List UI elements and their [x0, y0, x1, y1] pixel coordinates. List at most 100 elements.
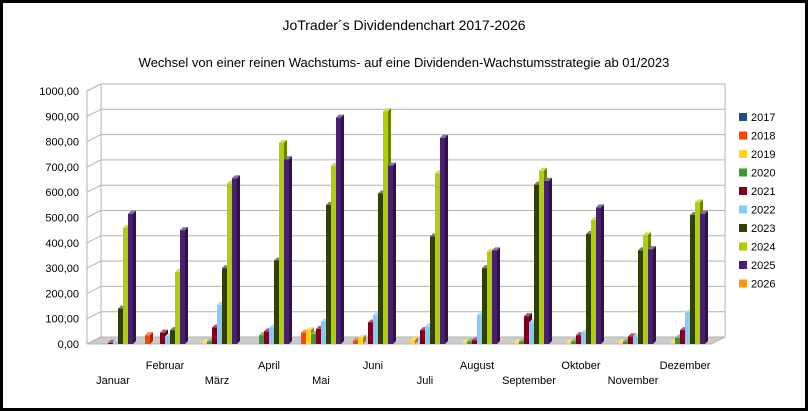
- bar-september-2024-top: [539, 167, 547, 171]
- bar-mai-2025: [336, 117, 341, 344]
- bar-oktober-2019: [566, 342, 571, 344]
- bar-marz-2022: [217, 304, 222, 344]
- bar-september-2022: [529, 322, 534, 344]
- legend-label-2022: 2022: [751, 205, 775, 217]
- legend-swatch-2024: [739, 242, 747, 251]
- bar-juli-2019: [410, 340, 415, 344]
- bar-januar-2022: [113, 341, 118, 344]
- bar-april-2022: [269, 327, 274, 344]
- bar-august-2024: [487, 251, 492, 344]
- legend-swatch-2022: [739, 205, 747, 214]
- chart-title: JoTrader´s Dividendenchart 2017-2026: [282, 17, 526, 33]
- legend-swatch-2020: [739, 168, 747, 177]
- bar-august-2023: [482, 268, 487, 344]
- bar-juli-2023: [430, 236, 435, 344]
- bar-januar-2023: [118, 308, 123, 344]
- bar-juli-2019-side: [415, 337, 418, 344]
- y-tick-label: 100,00: [45, 314, 79, 326]
- gridline-side: [86, 260, 102, 269]
- bar-september-2021-top: [524, 313, 532, 317]
- bar-juni-2021: [368, 322, 373, 344]
- bar-april-2025-top: [284, 156, 292, 160]
- x-tick-label: August: [460, 360, 494, 372]
- bar-marz-2025-side: [237, 175, 240, 344]
- bar-januar-2025: [128, 213, 133, 344]
- bar-mai-2021: [316, 328, 321, 344]
- bar-juni-2018: [353, 340, 358, 344]
- bar-juli-2025-side: [445, 134, 448, 344]
- x-tick-label: Mai: [312, 375, 330, 387]
- bar-august-2019: [462, 342, 467, 344]
- legend-label-2021: 2021: [751, 186, 775, 198]
- bar-mai-2019: [306, 330, 311, 344]
- legend-swatch-2026: [739, 279, 747, 288]
- bar-marz-2025-top: [232, 175, 240, 179]
- bar-juli-2024: [435, 173, 440, 344]
- y-tick-label: 1000,00: [39, 86, 79, 98]
- bar-april-2025-side: [289, 156, 292, 344]
- bar-februar-2024: [175, 271, 180, 344]
- bar-juni-2019-side: [363, 334, 366, 344]
- bar-oktober-2025: [596, 207, 601, 344]
- gridline-side: [86, 311, 102, 320]
- y-tick-label: 600,00: [45, 187, 79, 199]
- bar-februar-2021: [160, 332, 165, 344]
- bar-februar-2025-top: [180, 227, 188, 231]
- y-tick-label: 300,00: [45, 263, 79, 275]
- x-tick-label: März: [205, 375, 229, 387]
- bar-marz-2023: [222, 268, 227, 344]
- legend-swatch-2019: [739, 150, 747, 158]
- bar-juli-2022: [425, 326, 430, 344]
- bar-marz-2019: [202, 342, 207, 344]
- x-tick-label: Dezember: [660, 360, 711, 372]
- bar-mai-2020: [311, 333, 316, 344]
- chart-subtitle: Wechsel von einer reinen Wachstums- auf …: [138, 55, 670, 70]
- bar-september-2021: [524, 316, 529, 344]
- legend-swatch-2021: [739, 187, 747, 195]
- bar-februar-2023: [170, 330, 175, 344]
- bar-mai-2023: [326, 204, 331, 344]
- legend-swatch-2025: [739, 261, 747, 269]
- bar-marz-2020: [207, 341, 212, 344]
- bar-juni-2024: [383, 111, 388, 345]
- gridline-side: [86, 108, 102, 117]
- bar-august-2025: [492, 250, 497, 344]
- gridline-side: [86, 134, 102, 143]
- bar-september-2020: [519, 341, 524, 344]
- legend-label-2018: 2018: [751, 131, 775, 143]
- gridline-side: [86, 83, 102, 92]
- bar-november-2024-top: [643, 232, 651, 236]
- bar-november-2025: [648, 249, 653, 344]
- y-tick-label: 900,00: [45, 111, 79, 123]
- bar-januar-2025-top: [128, 210, 136, 214]
- bar-september-2025-side: [549, 177, 552, 344]
- gridline-side: [86, 210, 102, 218]
- bar-november-2020: [623, 341, 628, 344]
- legend-swatch-2023: [739, 224, 747, 232]
- bar-oktober-2022: [581, 332, 586, 344]
- bar-april-2023: [274, 260, 279, 344]
- x-tick-label: September: [502, 375, 556, 387]
- bar-november-2023: [638, 250, 643, 344]
- bar-dezember-2025: [700, 213, 705, 344]
- bar-april-2024-top: [279, 139, 287, 143]
- bar-juni-2022: [373, 314, 378, 344]
- bar-november-2019: [618, 342, 623, 344]
- bar-februar-2021-top: [160, 329, 168, 333]
- bar-mai-2022: [321, 321, 326, 344]
- bar-juli-2025: [440, 137, 445, 344]
- legend-label-2026: 2026: [751, 279, 775, 291]
- bar-oktober-2024: [591, 220, 596, 344]
- bar-juni-2023: [378, 193, 383, 344]
- bar-september-2024: [539, 170, 544, 344]
- bar-mai-2019-top: [306, 327, 314, 331]
- bar-september-2023: [534, 184, 539, 344]
- bar-februar-2018: [145, 335, 150, 344]
- bar-november-2024: [643, 235, 648, 344]
- legend-label-2019: 2019: [751, 149, 775, 161]
- legend-label-2025: 2025: [751, 260, 775, 272]
- bar-dezember-2024-top: [695, 199, 703, 203]
- chart-plot: 0,00 100,00 200,00 300,00 400,00 500,00 600,00…: [39, 83, 775, 387]
- y-tick-label: 700,00: [45, 162, 79, 174]
